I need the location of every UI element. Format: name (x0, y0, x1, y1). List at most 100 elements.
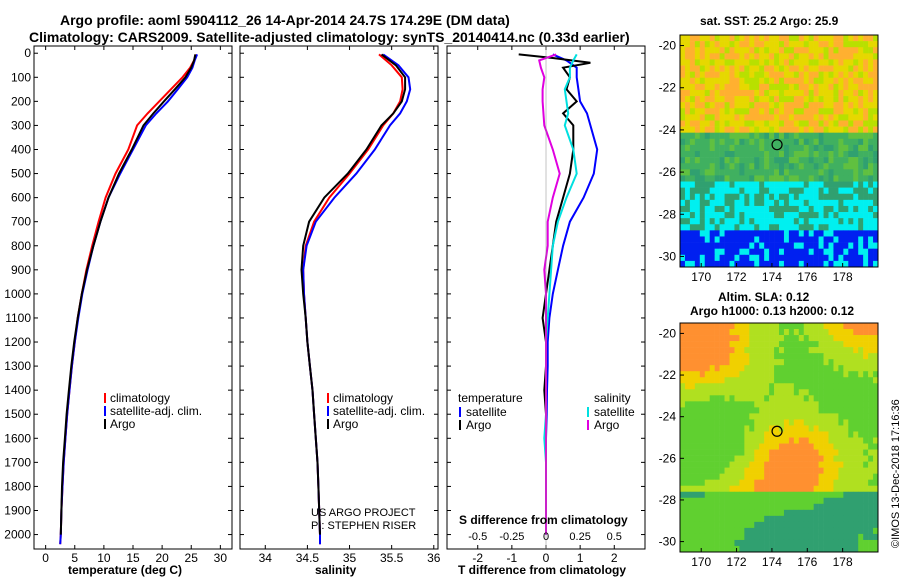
sst-map-cell (858, 163, 864, 170)
sst-map-cell (823, 144, 829, 152)
sla-map-cell (838, 539, 844, 547)
sla-map-cell (769, 443, 775, 450)
sst-map-cell (793, 65, 800, 72)
sla-map-cell (754, 461, 760, 468)
sla-map-cell (769, 539, 775, 547)
sla-map-cell (699, 449, 706, 456)
sla-map-cell (699, 359, 706, 366)
sla-map-cell (818, 329, 824, 336)
sla-map-cell (744, 335, 750, 342)
sla-map-cell (828, 395, 834, 402)
sst-map-cell (724, 71, 730, 79)
sst-map-cell (709, 120, 715, 127)
sst-map-cell (739, 77, 745, 85)
sla-map-cell (739, 449, 745, 456)
sst-map-cell (744, 151, 750, 158)
sst-map-cell (788, 151, 795, 158)
sst-map-cell (868, 242, 874, 249)
sst-map-cell (774, 205, 780, 213)
sla-map-cell (744, 365, 750, 372)
sst-map-cell (798, 175, 805, 182)
sst-map-cell (873, 77, 879, 85)
sla-map-cell (774, 383, 780, 390)
sla-map-cell (868, 527, 874, 535)
sla-map-cell (744, 401, 750, 408)
sla-map-cell (699, 407, 706, 414)
sst-map-cell (774, 163, 780, 170)
sst-map-cell (833, 53, 839, 60)
sst-map-cell (680, 181, 686, 188)
sst-map-cell (680, 114, 686, 121)
sst-map-cell (793, 163, 800, 170)
sla-map-cell (838, 515, 844, 523)
sla-map-cell (828, 413, 834, 420)
sst-map-cell (754, 175, 760, 182)
sla-map-cell (779, 359, 785, 366)
sst-map-cell (714, 120, 720, 127)
sla-map-cell (694, 341, 701, 348)
sla-map-cell (714, 545, 720, 553)
sst-map-cell (680, 157, 686, 164)
sst-map-cell (724, 163, 730, 170)
sst-map-cell (699, 193, 706, 201)
sla-map-cell (833, 467, 839, 474)
sla-map-cell (828, 455, 834, 462)
sla-map-cell (783, 377, 790, 384)
sla-map-cell (759, 359, 765, 366)
sla-map-cell (689, 335, 696, 342)
sst-map-cell (699, 151, 706, 158)
sst-map-cell (759, 163, 765, 170)
sla-map-cell (779, 347, 785, 354)
sst-map-cell (803, 205, 809, 213)
sst-map-cell (729, 187, 735, 195)
sla-map-cell (843, 497, 849, 505)
sst-map-cell (719, 102, 725, 109)
sla-map-cell (744, 437, 750, 444)
sla-map-cell (704, 341, 710, 348)
sst-map-cell (719, 218, 725, 225)
sst-map-cell (734, 138, 740, 146)
sst-map-cell (803, 199, 809, 207)
depth-tick-label: 1300 (4, 359, 31, 373)
sst-map-cell (739, 187, 745, 195)
sla-map-cell (793, 359, 800, 366)
sst-map-cell (744, 114, 750, 121)
sst-map-cell (719, 65, 725, 72)
sla-map-cell (808, 521, 814, 529)
sla-map-cell (684, 341, 691, 348)
sst-map-cell (863, 248, 869, 256)
temperature-xtick-label: 25 (185, 551, 199, 565)
sst-map-cell (848, 181, 854, 188)
sla-map-cell (868, 497, 874, 505)
sla-map-cell (798, 323, 805, 330)
sla-map-cell (783, 425, 790, 432)
sst-map-cell (719, 114, 725, 121)
sst-map-cell (808, 193, 814, 201)
sla-map-cell (769, 527, 775, 535)
sla-map-cell (724, 491, 730, 499)
sla-map-cell (724, 425, 730, 432)
sst-map-cell (868, 71, 874, 79)
sla-map-cell (744, 509, 750, 517)
sla-map-cell (719, 539, 725, 547)
sst-map-cell (838, 35, 844, 42)
sst-map-cell (684, 193, 691, 201)
sla-map-cell (843, 353, 849, 360)
sla-map-cell (704, 539, 710, 547)
sst-map-cell (813, 77, 819, 85)
sst-map-cell (774, 248, 780, 256)
sst-map-cell (774, 254, 780, 262)
sst-map-cell (729, 218, 735, 225)
sst-map-cell (813, 59, 819, 66)
sst-map-cell (858, 169, 864, 176)
sst-map-cell (744, 83, 750, 91)
sst-map-cell (704, 77, 710, 85)
sst-map-cell (798, 138, 805, 146)
sst-map-cell (873, 181, 879, 188)
sla-map-cell (793, 323, 800, 330)
sla-map-cell (779, 449, 785, 456)
sst-map-cell (769, 65, 775, 72)
sst-map-cell (704, 181, 710, 188)
sla-map-cell (868, 443, 874, 450)
sst-map-cell (754, 254, 760, 262)
